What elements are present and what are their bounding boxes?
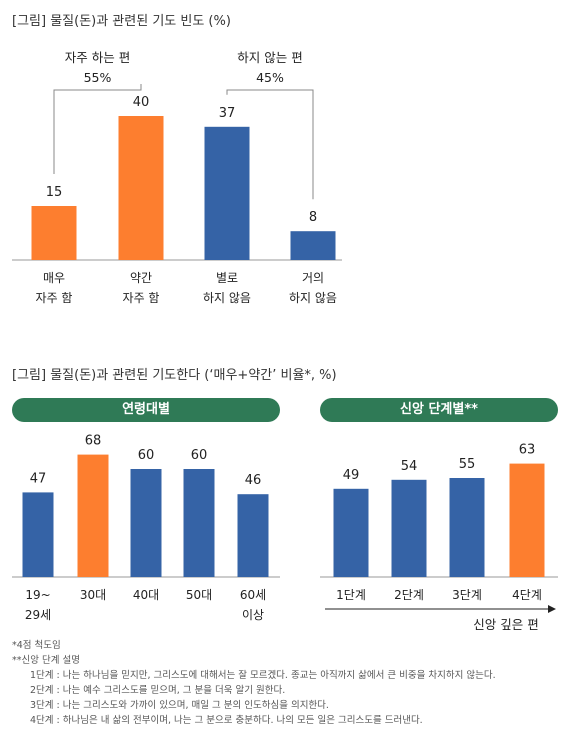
age-bar-3 bbox=[130, 469, 162, 577]
faith-tick-4: 4단계 bbox=[512, 588, 542, 602]
faith-arrow-label: 신앙 깊은 편 bbox=[473, 617, 538, 632]
age-tick-1-line-2: 29세 bbox=[25, 608, 51, 622]
footnote-stage-4: 4단계 : 하나님은 내 삶의 전부이며, 나는 그 분으로 충분하다. 나의 … bbox=[30, 715, 423, 726]
x-tick-2-line-1: 약간 bbox=[130, 270, 152, 285]
age-bar-2 bbox=[77, 454, 109, 577]
bar-3 bbox=[204, 126, 250, 260]
age-tick-5-line-1: 60세 bbox=[240, 588, 266, 602]
age-bar-4 bbox=[183, 469, 215, 577]
bar-1 bbox=[31, 206, 77, 260]
age-tick-2-line-1: 30대 bbox=[80, 588, 106, 602]
bracket-value-1: 55% bbox=[84, 70, 112, 85]
faith-bar-value-3: 55 bbox=[459, 457, 476, 472]
x-tick-4-line-2: 하지 않음 bbox=[289, 291, 337, 305]
faith-tick-3: 3단계 bbox=[452, 588, 482, 602]
age-bar-value-1: 47 bbox=[30, 471, 47, 486]
x-tick-2-line-2: 자주 함 bbox=[123, 291, 160, 305]
faith-arrow-head bbox=[548, 605, 556, 613]
bracket-label-2: 하지 않는 편 bbox=[237, 50, 302, 65]
age-tick-4-line-1: 50대 bbox=[186, 588, 212, 602]
x-tick-4-line-1: 거의 bbox=[302, 271, 324, 285]
bar-value-2: 40 bbox=[133, 95, 150, 110]
age-bar-1 bbox=[22, 492, 54, 577]
age-tick-3-line-1: 40대 bbox=[133, 588, 159, 602]
age-bar-value-4: 60 bbox=[191, 448, 208, 463]
x-tick-1-line-2: 자주 함 bbox=[36, 291, 73, 305]
bar-2 bbox=[118, 116, 164, 260]
footnote-stage-3: 3단계 : 나는 그리스도와 가까이 있으며, 매일 그 분의 인도하심을 의지… bbox=[30, 700, 329, 711]
footnote-stage-2: 2단계 : 나는 예수 그리스도를 믿으며, 그 분을 더욱 알기 원한다. bbox=[30, 685, 286, 696]
faith-bar-2 bbox=[391, 479, 427, 577]
bracket-value-2: 45% bbox=[256, 70, 284, 85]
faith-bar-1 bbox=[333, 488, 369, 577]
bracket-label-1: 자주 하는 편 bbox=[65, 50, 130, 65]
bracket-1 bbox=[53, 84, 142, 174]
faith-bar-4 bbox=[509, 463, 545, 577]
age-tick-1-line-1: 19~ bbox=[25, 588, 50, 602]
chart2-title: [그림] 물질(돈)과 관련된 기도한다 (‘매우+약간’ 비율*, %) bbox=[12, 368, 337, 383]
chart1-title: [그림] 물질(돈)과 관련된 기도 빈도 (%) bbox=[12, 14, 231, 29]
faith-bar-value-4: 63 bbox=[519, 443, 536, 458]
faith-tick-2: 2단계 bbox=[394, 588, 424, 602]
footnote-stage-title: **신앙 단계 설명 bbox=[12, 655, 80, 666]
bracket-2 bbox=[226, 89, 314, 200]
age-bar-value-5: 46 bbox=[245, 473, 262, 488]
bar-value-4: 8 bbox=[309, 210, 317, 225]
age-bar-5 bbox=[237, 494, 269, 577]
bar-value-1: 15 bbox=[46, 185, 63, 200]
faith-tick-1: 1단계 bbox=[336, 588, 366, 602]
age-bar-value-2: 68 bbox=[85, 434, 102, 449]
bar-value-3: 37 bbox=[219, 106, 236, 121]
footnote-stage-1: 1단계 : 나는 하나님을 믿지만, 그리스도에 대해서는 잘 모르겠다. 종교… bbox=[30, 670, 496, 681]
faith-bar-value-1: 49 bbox=[343, 468, 360, 483]
faith-bar-3 bbox=[449, 478, 485, 577]
faith-bar-value-2: 54 bbox=[401, 459, 418, 474]
age-panel-header: 연령대별 bbox=[12, 398, 280, 422]
x-tick-3-line-1: 별로 bbox=[216, 271, 238, 285]
x-tick-3-line-2: 하지 않음 bbox=[203, 291, 251, 305]
footnote-scale: *4점 척도임 bbox=[12, 640, 61, 651]
footnotes: *4점 척도임 **신앙 단계 설명 1단계 : 나는 하나님을 믿지만, 그리… bbox=[12, 638, 496, 728]
x-tick-1-line-1: 매우 bbox=[43, 271, 65, 285]
age-bar-value-3: 60 bbox=[138, 448, 155, 463]
bar-4 bbox=[290, 231, 336, 260]
faith-panel-header: 신앙 단계별** bbox=[320, 398, 558, 422]
age-tick-5-line-2: 이상 bbox=[242, 608, 264, 622]
